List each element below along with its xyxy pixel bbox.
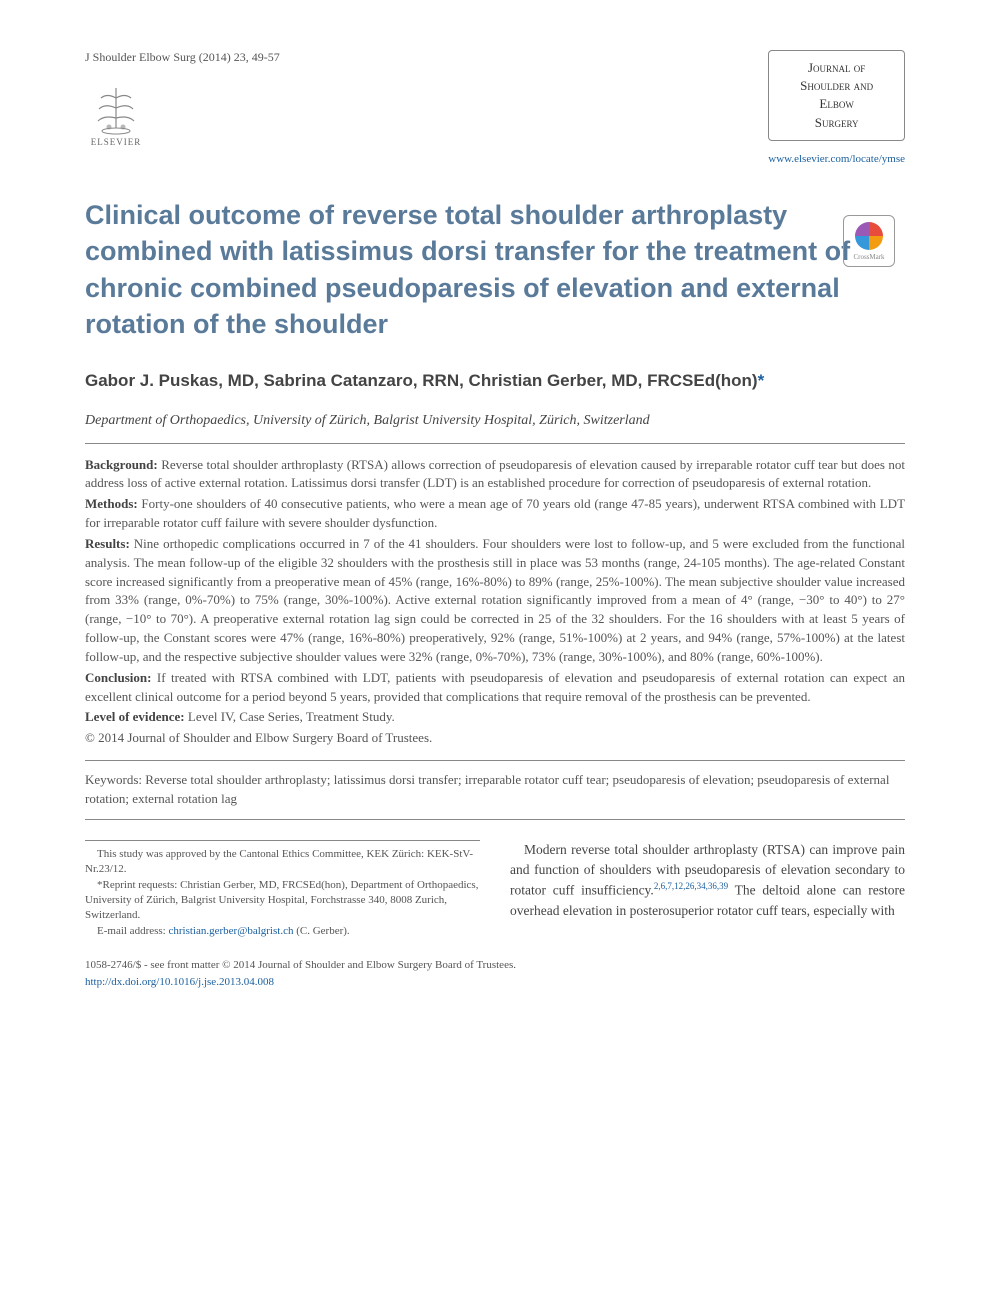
results-text: Nine orthopedic complications occurred i… xyxy=(85,536,905,664)
authors-text: Gabor J. Puskas, MD, Sabrina Catanzaro, … xyxy=(85,371,758,390)
abstract-conclusion: Conclusion: If treated with RTSA combine… xyxy=(85,669,905,707)
elsevier-name: ELSEVIER xyxy=(91,137,142,147)
header-right: Journal of Shoulder and Elbow Surgery ww… xyxy=(768,50,905,167)
crossmark-badge[interactable]: CrossMark xyxy=(843,215,895,267)
affiliation: Department of Orthopaedics, University o… xyxy=(85,413,905,429)
journal-title-box: Journal of Shoulder and Elbow Surgery xyxy=(768,50,905,141)
email-note: E-mail address: christian.gerber@balgris… xyxy=(85,924,480,939)
email-label: E-mail address: xyxy=(97,925,166,937)
doi-link[interactable]: http://dx.doi.org/10.1016/j.jse.2013.04.… xyxy=(85,976,274,988)
journal-homepage-link[interactable]: www.elsevier.com/locate/ymse xyxy=(768,153,905,165)
methods-text: Forty-one shoulders of 40 consecutive pa… xyxy=(85,496,905,530)
conclusion-text: If treated with RTSA combined with LDT, … xyxy=(85,670,905,704)
crossmark-icon xyxy=(855,222,883,250)
abstract-loe: Level of evidence: Level IV, Case Series… xyxy=(85,708,905,727)
footer-columns: This study was approved by the Cantonal … xyxy=(85,840,905,939)
bottom-metadata: 1058-2746/$ - see front matter © 2014 Jo… xyxy=(85,957,905,990)
abstract-background: Background: Reverse total shoulder arthr… xyxy=(85,456,905,494)
keywords-line: Keywords: Reverse total shoulder arthrop… xyxy=(85,771,905,809)
corresponding-asterisk: * xyxy=(758,371,765,390)
loe-label: Level of evidence: xyxy=(85,709,185,724)
ethics-note: This study was approved by the Cantonal … xyxy=(85,847,480,878)
background-label: Background: xyxy=(85,457,158,472)
author-email-link[interactable]: christian.gerber@balgrist.ch xyxy=(168,925,293,937)
background-text: Reverse total shoulder arthroplasty (RTS… xyxy=(85,457,905,491)
author-list: Gabor J. Puskas, MD, Sabrina Catanzaro, … xyxy=(85,371,905,391)
abstract-copyright: © 2014 Journal of Shoulder and Elbow Sur… xyxy=(85,729,905,748)
reprint-label: *Reprint requests: xyxy=(97,879,177,891)
header-left: J Shoulder Elbow Surg (2014) 23, 49-57 E… xyxy=(85,50,280,153)
keywords-text: Reverse total shoulder arthroplasty; lat… xyxy=(85,772,889,806)
footnotes-column: This study was approved by the Cantonal … xyxy=(85,840,480,939)
abstract-results: Results: Nine orthopedic complications o… xyxy=(85,535,905,667)
journal-line4: Surgery xyxy=(783,114,890,132)
body-paragraph-1: Modern reverse total shoulder arthroplas… xyxy=(510,840,905,922)
elsevier-tree-icon xyxy=(89,83,144,135)
elsevier-logo: ELSEVIER xyxy=(85,83,147,153)
reprint-note: *Reprint requests: Christian Gerber, MD,… xyxy=(85,878,480,924)
body-column: Modern reverse total shoulder arthroplas… xyxy=(510,840,905,939)
page-header: J Shoulder Elbow Surg (2014) 23, 49-57 E… xyxy=(85,50,905,167)
loe-text: Level IV, Case Series, Treatment Study. xyxy=(188,709,395,724)
crossmark-label: CrossMark xyxy=(853,253,884,261)
issn-line: 1058-2746/$ - see front matter © 2014 Jo… xyxy=(85,957,905,974)
citation-text: J Shoulder Elbow Surg (2014) 23, 49-57 xyxy=(85,50,280,65)
results-label: Results: xyxy=(85,536,130,551)
reference-citations[interactable]: 2,6,7,12,26,34,36,39 xyxy=(654,881,728,891)
email-person: (C. Gerber). xyxy=(296,925,349,937)
abstract-box: Background: Reverse total shoulder arthr… xyxy=(85,443,905,762)
article-title: Clinical outcome of reverse total should… xyxy=(85,197,905,343)
journal-line3: Elbow xyxy=(783,95,890,113)
abstract-methods: Methods: Forty-one shoulders of 40 conse… xyxy=(85,495,905,533)
journal-line2: Shoulder and xyxy=(783,77,890,95)
methods-label: Methods: xyxy=(85,496,138,511)
keywords-box: Keywords: Reverse total shoulder arthrop… xyxy=(85,771,905,820)
conclusion-label: Conclusion: xyxy=(85,670,151,685)
journal-line1: Journal of xyxy=(783,59,890,77)
keywords-label: Keywords: xyxy=(85,772,142,787)
